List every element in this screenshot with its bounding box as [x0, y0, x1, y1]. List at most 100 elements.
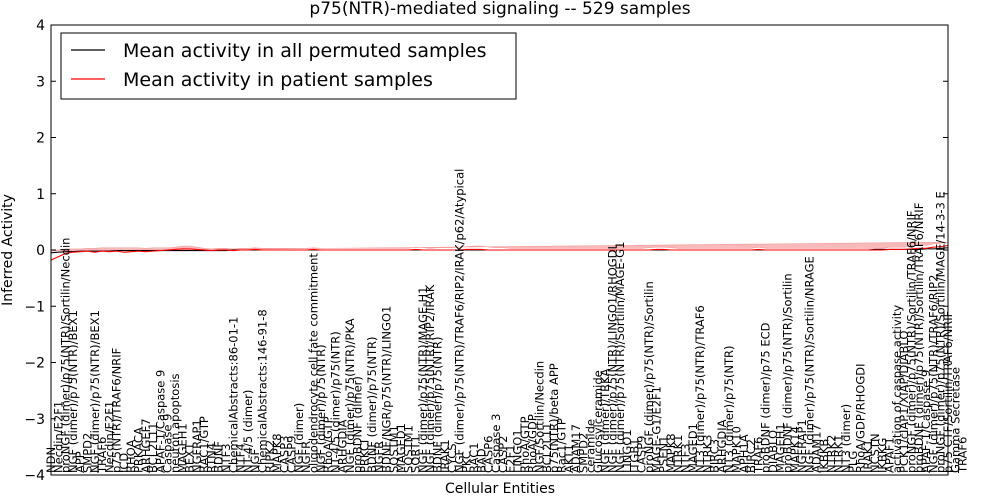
x-tick-label-28: NGF: [248, 449, 262, 473]
x-tick-label-64: LINGO1: [511, 429, 525, 473]
x-tick-label-20: NGFRAP1: [190, 419, 204, 473]
x-tick-label-60: CASP6: [482, 436, 496, 473]
band-layer: [50, 241, 949, 252]
x-tick-label-25: ChemicalAbstracts:86-01-1: [226, 317, 240, 473]
x-tick-label-3: NGF (dimer)/p75(NTR)/BEX1: [66, 310, 80, 473]
x-tick-label-14: BCL2L11: [146, 423, 160, 473]
x-tick-label-5: SMPD2: [80, 433, 94, 473]
x-tick-label-41: NGF (dimer)/p75(NTR)/PKA: [343, 318, 357, 473]
x-tick-label-72: ADAM17: [569, 424, 583, 473]
x-tick-label-104: NGF (dimer)/p75(NTR)/Sortilin/NRAGE: [802, 256, 816, 473]
x-tick-label-124: Gamma Secretase: [948, 367, 962, 473]
x-tick-label-116: activation of caspase activity: [890, 305, 904, 473]
x-tick-label-31: MAPK8: [270, 433, 284, 473]
x-tick-label-111: RhoA/GDP/RHOGDI: [853, 364, 867, 473]
x-tick-label-29: ChemicalAbstracts:146-91-8: [255, 309, 269, 473]
x-tick-label-39: NT-4/5 (dimer)/p75(NTR): [328, 331, 342, 473]
x-tick-label-13: ARHGEF7: [139, 418, 153, 473]
x-tick-label-78: NGF (dimer)/p75(NTR)/Sortilin/MAGE-G1: [613, 242, 627, 473]
x-tick-label-61: Caspase 3: [489, 414, 503, 473]
x-tick-label-18: MAGEH1: [175, 423, 189, 473]
x-tick-label-32: CASP3: [277, 436, 291, 473]
y-tick-label-0: −4: [24, 468, 45, 484]
x-tick-label-114: IKBKG: [875, 438, 889, 473]
x-tick-label-77: NGF (dimer)/p75(NTR)/LINGO1/RHOGDI: [606, 246, 620, 473]
x-tick-label-57: PKC: [460, 451, 474, 473]
x-tick-label-115: APAF1: [883, 437, 897, 473]
x-tick-label-46: BDNF/NGR/p75(NTR)/LINGO1: [379, 306, 393, 473]
x-tick-label-22: RTN4: [204, 443, 218, 473]
series-layer: [50, 244, 949, 261]
x-tick-label-71: AKT1: [562, 444, 576, 473]
x-tick-label-40: ARHGDIA: [336, 419, 350, 473]
x-tick-label-81: CASP9: [635, 436, 649, 473]
x-tick-label-16: Caspase 9: [161, 414, 175, 473]
x-tick-label-37: NGF (dimer)/p75(NTR): [314, 344, 328, 473]
x-tick-label-119: proBDNF (dimer)/p75(NTR)/Sortilin/TRAF6/…: [912, 203, 926, 473]
x-tick-label-59: BAD: [474, 448, 488, 473]
y-axis-label: Inferred Activity: [0, 194, 16, 306]
x-tick-label-89: NT3 (dimer)/p75(NTR)/TRAF6: [693, 305, 707, 473]
x-tick-label-120: APAF-1/Caspase 9: [919, 370, 933, 473]
x-tick-label-7: TRAF6: [95, 437, 109, 474]
legend-label-permuted: Mean activity in all permuted samples: [123, 40, 486, 62]
x-tick-label-82: proNGF (dimer)/p75(NTR)/Sortilin: [642, 281, 656, 473]
x-tick-label-36: oligodendrocyte cell fate commitment: [307, 253, 321, 473]
y-axis: −4 −3 −2 −1 0 1 2 3 4: [24, 18, 948, 484]
x-tick-label-66: RhoA/GDP: [525, 414, 539, 473]
legend: Mean activity in all permuted samples Me…: [60, 32, 517, 100]
x-tick-label-21: RAC1/GTP: [197, 416, 211, 473]
x-tick-label-56: NGF (dimer)/p75(NTR)/TRAF6/RIP2/IRAK/p62…: [452, 169, 466, 473]
x-tick-label-102: MAPK14: [788, 426, 802, 473]
x-tick-label-118: proNGF (dimer)/p75(NTR)/Sortilin/TRAF6/N…: [905, 211, 919, 473]
x-tick-label-103: NGFRAP1: [795, 419, 809, 473]
y-tick-label-8: 4: [36, 18, 45, 34]
x-tick-label-12: PRKACA: [132, 427, 146, 473]
y-tick-label-7: 3: [36, 74, 45, 90]
x-tick-label-80: ITGB1: [627, 438, 641, 473]
x-axis-label: Cellular Entities: [445, 481, 555, 497]
x-tick-label-8: Necdin/E2F1: [102, 401, 116, 473]
x-tick-label-24: NTF3: [219, 443, 233, 473]
x-tick-label-87: NTF3: [678, 443, 692, 473]
x-tick-label-93: NT3 (dimer)/p75(NTR): [722, 346, 736, 473]
x-tick-label-47: SQSTM1: [387, 425, 401, 473]
x-tick-label-95: APH1A: [737, 434, 751, 473]
x-tick-label-43: PRKCI: [358, 440, 372, 473]
x-tick-label-2: proNGF (dimer)/p75(NTR)/Sortilin/Necdin: [59, 238, 73, 473]
x-tick-label-108: NTRK1: [832, 435, 846, 473]
x-tick-label-84: PSEN1: [657, 436, 671, 473]
x-tick-label-88: MAGED1: [686, 423, 700, 473]
legend-box: [60, 32, 517, 100]
x-tick-label-55: CYCS: [445, 443, 459, 473]
x-tick-label-35: NGFR: [299, 441, 313, 473]
x-tick-label-94: MAPK10: [730, 426, 744, 473]
x-tick-label-26: NTF4: [234, 443, 248, 473]
x-tick-label-15: APAF-1/Caspase 9: [153, 370, 167, 473]
x-tick-label-107: NTRK2: [824, 435, 838, 473]
x-tick-label-69: p75(NTR)/beta APP: [547, 363, 561, 473]
y-tick-label-3: −1: [24, 299, 45, 315]
x-tick-label-73: SMPD2: [576, 433, 590, 473]
x-tick-label-83: MAGE-G1/E2F1: [649, 386, 663, 473]
x-tick-label-97: TRAF6: [751, 437, 765, 474]
x-tick-label-11: RHOA: [124, 440, 138, 473]
legend-label-patient: Mean activity in patient samples: [123, 69, 433, 91]
x-tick-label-42: proBDNF (dimer): [350, 376, 364, 473]
y-tick-label-5: 1: [36, 187, 45, 203]
x-tick-label-75: Glucosylceramide: [591, 370, 605, 473]
x-tick-label-125: TRAF6: [956, 437, 970, 474]
y-tick-label-6: 2: [36, 131, 45, 147]
x-tick-label-52: NGF (dimer)/p75(NTR)/RIP2/IRAK: [423, 284, 437, 473]
x-tick-label-110: PLG: [846, 451, 860, 473]
x-tick-label-19: BEX1: [183, 443, 197, 473]
x-tick-label-70: Rac1/GTP: [554, 418, 568, 473]
x-tick-label-4: APP: [73, 451, 87, 473]
y-tick-label-4: 0: [36, 243, 45, 259]
x-tick-label-27: NT-4/5 (dimer): [241, 390, 255, 473]
x-tick-label-30: RIPK2: [263, 440, 277, 473]
x-tick-label-17: neuron apoptosis: [168, 373, 182, 473]
x-tick-label-85: MAPK8: [664, 433, 678, 473]
